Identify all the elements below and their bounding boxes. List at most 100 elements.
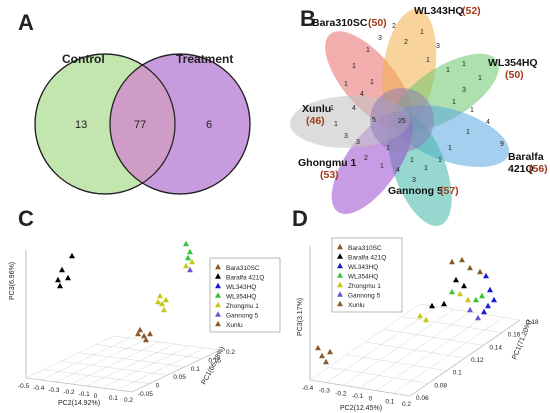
grid-line [101,345,190,389]
scatter-point [337,262,343,269]
scatter-point [215,301,221,308]
scatter-point [69,252,75,259]
grid-line [328,367,429,384]
petal-region-count: 1 [462,61,466,68]
tick-label: 0.08 [434,382,447,389]
flower-label-bara310sc: Bara310SC [312,17,368,29]
flower-count-baralfa: (56) [529,163,548,175]
legend-entry: Bara310SC [226,265,260,272]
scatter-point [487,286,493,293]
tick-label: 0.2 [402,401,411,408]
grid-line [383,329,484,346]
pca-3d-c: -0.5 -0.4 -0.3 -0.2 -0.1 0 0.1 0.2 -0.0500.050.… [18,240,235,404]
flower-core [370,88,434,152]
tick-label: -0.4 [33,385,45,392]
legend-entry: Zhongmu 1 [226,303,259,310]
scatter-point [429,302,435,309]
tick-label: -0.3 [48,387,60,394]
scatter-point [461,282,467,289]
legend-entry: Baralfa 421Q [348,255,386,262]
flower-label-wl343hq: WL343HQ [414,5,464,17]
petal-region-count: 1 [334,121,338,128]
scatter-point [315,344,321,351]
scatter-point [215,320,221,327]
petal-region-count: 3 [356,139,360,146]
legend-entry: WL343HQ [226,284,256,291]
petal-region-count: 4 [352,105,356,112]
scatter-point [475,314,481,321]
tick-label: -0.2 [63,389,75,396]
d-zlabel: PC1(71.20%) [511,319,533,361]
legend-entry: WL354HQ [348,274,378,281]
petal-region-count: 9 [500,141,504,148]
grid-line [61,361,168,376]
panel-d-letter: D [292,206,308,231]
petal-region-count: 3 [412,177,416,184]
scatter-point [141,332,147,339]
scatter-point [65,274,71,281]
petal-region-count: 1 [420,29,424,36]
tick-label: 0 [94,393,98,400]
legend-entry: Zhongmu 1 [348,283,381,290]
legend-entry: WL343HQ [348,264,378,271]
legend-c: Bara310SC Baralfa 421Q WL343HQ WL354HQ Zhong… [209,257,281,333]
petal-region-count: 4 [396,167,400,174]
scatter-point [467,306,473,313]
scatter-point [477,268,483,275]
grid-line [113,335,221,351]
tick-label: 0.1 [453,370,462,377]
scatter-point [449,258,455,265]
petal-region-count: 1 [330,105,334,112]
petal-region-count: 1 [366,47,370,54]
flower-center-count: 25 [398,118,406,125]
tick-label: -0.1 [79,391,91,398]
grid-line [131,349,221,393]
flower-label-gannong5: Gannong 5 [388,185,443,197]
scatter-point [483,272,489,279]
venn-overlap-count: 77 [134,119,146,131]
tick-label: 0.05 [173,374,186,381]
flower-count-ghongmu1: (53) [320,169,339,181]
c-x-ticks: -0.5 -0.4 -0.3 -0.2 -0.1 0 0.1 0.2 [18,383,133,404]
legend-box [331,237,403,313]
petal-region-count: 1 [352,63,356,70]
scatter-point [215,292,221,298]
legend-entry: Gannong 5 [226,313,259,320]
petal-region-count: 1 [448,145,452,152]
tick-label: 0.14 [489,344,502,351]
scatter-point [189,258,195,265]
petal-region-count: 1 [344,81,348,88]
scatter-point [459,256,465,263]
grid-line [41,337,130,381]
tick-label: 0.15 [208,357,221,364]
scatter-point [183,262,189,269]
c-ylabel: PC3(6.96%) [9,262,16,300]
petal-region-count: 4 [360,91,364,98]
scatter-point [465,296,471,303]
scatter-point [155,298,161,305]
scatter-point [215,311,221,317]
d-ylabel: PC3(3.17%) [297,298,304,336]
scatter-point [449,288,455,295]
panel-b-letter: B [300,6,316,31]
tick-label: -0.1 [352,393,364,400]
flower-label-baralfa: Baralfa [508,151,544,163]
petal-region-count: 1 [410,157,414,164]
petal-region-count: 5 [372,117,376,124]
scatter-point [157,292,163,299]
scatter-point [323,358,329,365]
petal-region-count: 1 [370,79,374,86]
c-xlabel: PC2(14.92%) [58,400,100,407]
tick-label: 0.2 [124,397,133,404]
flower-diagram: 25 [290,8,510,226]
legend-d: Bara310SC Baralfa 421Q WL343HQ WL354HQ Zhong… [331,237,403,313]
petal-region-count: 1 [470,107,474,114]
venn-treatment-label: Treatment [176,52,233,66]
scatter-point [337,253,343,259]
scatter-point [187,248,193,255]
scatter-point [337,300,343,307]
tick-label: 0.1 [191,366,200,373]
grid-line [56,339,145,383]
scatter-point [187,266,193,273]
